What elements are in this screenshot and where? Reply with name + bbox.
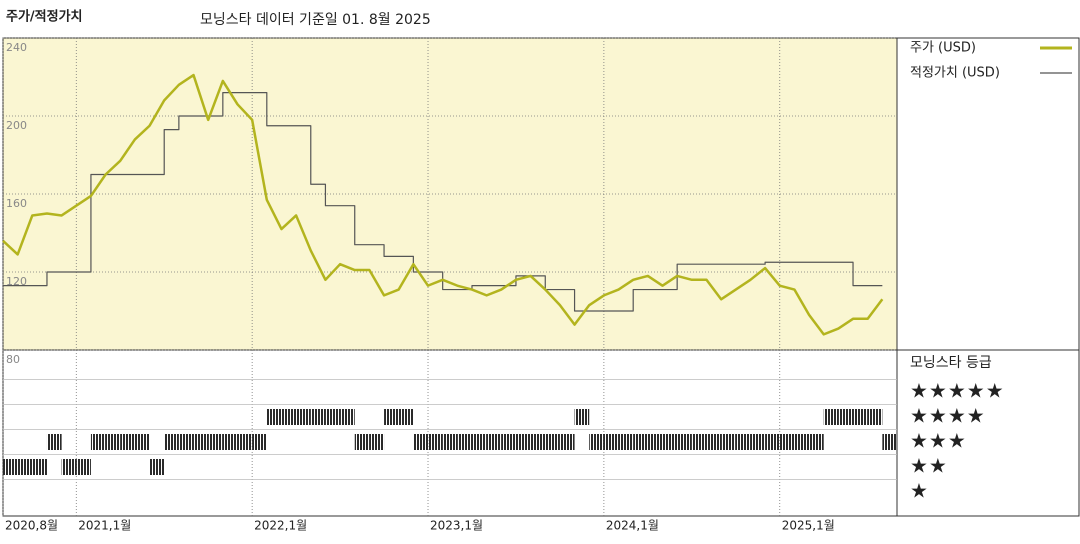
- rating-label: ★★★★★: [910, 379, 1005, 403]
- legend-label: 적정가치 (USD): [910, 66, 1000, 81]
- rating-bar: [735, 434, 751, 450]
- rating-title: 모닝스타 등급: [910, 355, 992, 371]
- rating-bar: [340, 409, 355, 425]
- x-tick-label: 2025,1월: [782, 519, 835, 533]
- rating-bar: [559, 434, 575, 450]
- chart-title: 주가/적정가치: [6, 9, 83, 25]
- rating-bar: [266, 409, 282, 425]
- rating-bar: [105, 434, 121, 450]
- legend-label: 주가 (USD): [910, 41, 976, 56]
- rating-bar: [515, 434, 531, 450]
- x-tick-label: 2020,8월: [5, 519, 58, 533]
- y-tick-label: 240: [6, 41, 27, 54]
- rating-bar: [442, 434, 458, 450]
- rating-bar: [633, 434, 648, 450]
- rating-bar: [369, 434, 385, 450]
- rating-bar: [61, 459, 77, 475]
- rating-label: ★★: [910, 454, 948, 478]
- rating-bar: [413, 434, 429, 450]
- series-line: [3, 92, 883, 312]
- y-tick-label: 80: [6, 353, 20, 366]
- rating-bar: [398, 409, 414, 425]
- y-tick-label: 200: [6, 119, 27, 132]
- rating-bar: [823, 409, 839, 425]
- rating-bar: [867, 409, 883, 425]
- rating-bar: [457, 434, 472, 450]
- rating-bar: [17, 459, 33, 475]
- rating-bar: [296, 409, 311, 425]
- rating-bar: [384, 409, 399, 425]
- rating-bar: [90, 434, 106, 450]
- rating-label: ★★★: [910, 429, 967, 453]
- rating-bar: [603, 434, 619, 450]
- rating-bar: [809, 434, 824, 450]
- rating-bar: [574, 409, 590, 425]
- x-tick-label: 2024,1월: [606, 519, 659, 533]
- rating-bar: [501, 434, 516, 450]
- rating-bar: [589, 434, 604, 450]
- rating-bar: [691, 434, 707, 450]
- rating-bar: [325, 409, 341, 425]
- rating-bar: [882, 434, 897, 450]
- rating-bar: [252, 434, 267, 450]
- rating-bar: [530, 434, 546, 450]
- y-tick-label: 160: [6, 197, 27, 210]
- rating-bar: [750, 434, 766, 450]
- rating-bar: [32, 459, 47, 475]
- rating-bar: [354, 434, 370, 450]
- rating-bar: [765, 434, 780, 450]
- rating-bar: [545, 434, 560, 450]
- rating-bar: [149, 459, 165, 475]
- rating-bar: [281, 409, 297, 425]
- rating-bar: [838, 409, 854, 425]
- rating-bar: [3, 459, 18, 475]
- rating-bar: [208, 434, 223, 450]
- x-tick-label: 2022,1월: [254, 519, 307, 533]
- rating-bar: [647, 434, 663, 450]
- rating-bar: [310, 409, 326, 425]
- rating-bar: [721, 434, 736, 450]
- rating-bar: [677, 434, 692, 450]
- rating-label: ★: [910, 479, 929, 503]
- rating-bar: [779, 434, 795, 450]
- rating-bar: [618, 434, 634, 450]
- rating-bar: [662, 434, 678, 450]
- rating-bar: [46, 434, 62, 450]
- x-tick-label: 2021,1월: [78, 519, 131, 533]
- rating-bar: [193, 434, 209, 450]
- series-line: [2, 73, 884, 336]
- rating-bar: [237, 434, 253, 450]
- y-tick-label: 120: [6, 275, 27, 288]
- rating-label: ★★★★: [910, 404, 986, 428]
- rating-bar: [178, 434, 194, 450]
- rating-bar: [428, 434, 443, 450]
- rating-bar: [76, 459, 91, 475]
- rating-bar: [471, 434, 487, 450]
- chart-subtitle: 모닝스타 데이터 기준일 01. 8월 2025: [200, 12, 431, 28]
- rating-bar: [794, 434, 810, 450]
- rating-bar: [853, 409, 868, 425]
- rating-bar: [706, 434, 722, 450]
- rating-bar: [164, 434, 179, 450]
- rating-bar: [222, 434, 238, 450]
- x-tick-label: 2023,1월: [430, 519, 483, 533]
- rating-bar: [120, 434, 135, 450]
- rating-bar: [134, 434, 150, 450]
- rating-bar: [486, 434, 502, 450]
